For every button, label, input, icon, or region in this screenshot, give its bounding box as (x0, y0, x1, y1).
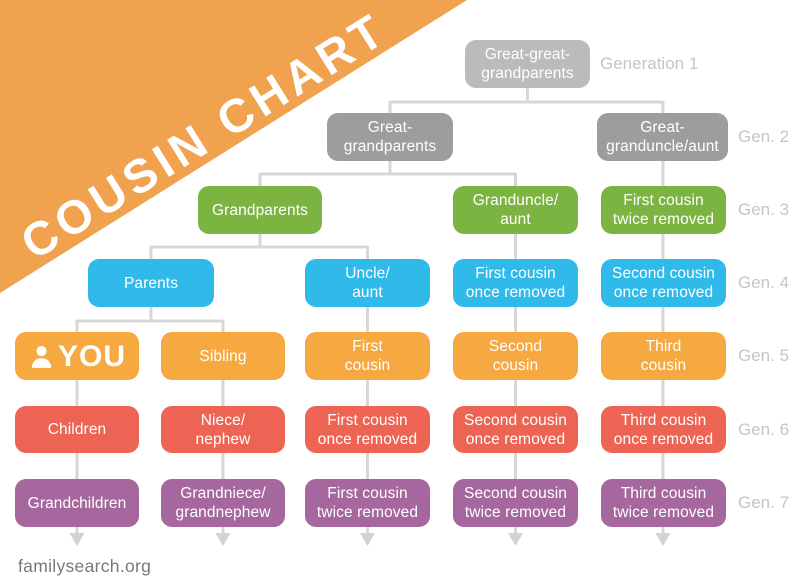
node-label: Grandchildren (27, 494, 127, 512)
node-label: once removed (613, 430, 714, 448)
node-sibling: Sibling (161, 332, 285, 380)
node-label: Second cousin (464, 411, 567, 429)
node-label: Second (488, 338, 543, 355)
node-first-cousin-once-removed: First cousin once removed (453, 259, 578, 307)
node-label: YOU (57, 339, 126, 373)
node-label: cousin (640, 357, 687, 374)
node-third-cousin-twice-removed: Third cousin twice removed (601, 479, 726, 527)
node-third-cousin: Third cousin (601, 332, 726, 380)
node-label: twice removed (612, 504, 715, 521)
node-uncle-aunt: Uncle/aunt (305, 259, 430, 307)
node-label: Third (645, 338, 682, 355)
node-first-cousin-twice-removed: First cousin twice removed (601, 186, 726, 234)
node-second-cousin: Second cousin (453, 332, 578, 380)
node-label: twice removed (612, 211, 715, 228)
node-label: once removed (317, 430, 418, 448)
node-label: Great- (367, 119, 413, 136)
node-label: Third cousin (620, 411, 707, 429)
node-third-cousin-once-removed: Third cousin once removed (601, 406, 726, 453)
generation-label: Gen. 6 (738, 420, 790, 439)
banner-triangle-shape (0, 0, 467, 293)
node-children: Children (15, 406, 139, 453)
node-label: nephew (195, 430, 251, 448)
node-label: First cousin (623, 192, 704, 209)
node-label: Uncle/ (345, 265, 390, 282)
node-label: once removed (465, 430, 566, 448)
node-niece-nephew: Niece/nephew (161, 406, 285, 453)
node-parents: Parents (88, 259, 214, 307)
down-arrow-icon (69, 533, 671, 546)
node-label: aunt (500, 211, 531, 228)
node-label: aunt (352, 284, 383, 301)
node-great-grandparents: Great-grandparents (327, 113, 453, 161)
node-label: twice removed (464, 504, 567, 521)
node-great-granduncle-aunt: Great-granduncle/aunt (597, 113, 728, 161)
generation-label: Gen. 2 (738, 127, 790, 146)
node-second-cousin-once-removed: Second cousin once removed (601, 259, 726, 307)
node-label: First cousin (475, 265, 556, 282)
node-great-great-grandparents: Great-great-grandparents (465, 40, 590, 88)
node-granduncle-aunt: Granduncle/aunt (453, 186, 578, 234)
node-first-cousin-twice-removed: First cousin twice removed (305, 479, 430, 527)
node-label: First (352, 338, 383, 355)
node-grandniece-grandnephew: Grandniece/grandnephew (161, 479, 285, 527)
node-label: once removed (465, 284, 566, 301)
node-second-cousin-twice-removed: Second cousin twice removed (453, 479, 578, 527)
node-label: Third cousin (620, 485, 707, 502)
node-label: Granduncle/ (472, 192, 559, 209)
node-label: grandnephew (175, 504, 271, 521)
generation-label: Gen. 4 (738, 273, 790, 292)
node-label: Great-great- (484, 46, 571, 63)
node-you: YOU (15, 332, 139, 380)
node-label: First cousin (327, 485, 408, 502)
node-label: granduncle/aunt (606, 138, 719, 155)
site-credit: familysearch.org (18, 556, 152, 576)
node-label: Grandniece/ (180, 485, 266, 502)
node-label: Great- (640, 119, 685, 136)
generation-label: Gen. 5 (738, 346, 790, 365)
node-label: Sibling (199, 347, 247, 365)
node-label: grandparents (481, 65, 574, 82)
node-label: Second cousin (464, 485, 567, 502)
node-label: twice removed (316, 504, 419, 521)
node-grandchildren: Grandchildren (15, 479, 139, 527)
banner-triangle (0, 0, 467, 293)
node-label: Second cousin (612, 265, 715, 282)
node-label: once removed (613, 284, 714, 301)
node-second-cousin-once-removed: Second cousin once removed (453, 406, 578, 453)
generation-label: Generation 1 (600, 54, 699, 73)
node-label: Children (47, 421, 107, 438)
node-label: Grandparents (212, 201, 308, 219)
generation-label: Gen. 3 (738, 200, 790, 219)
node-first-cousin: First cousin (305, 332, 430, 380)
node-first-cousin-once-removed: First cousin once removed (305, 406, 430, 453)
node-label: cousin (344, 357, 391, 374)
node-label: First cousin (327, 411, 408, 429)
node-label: cousin (492, 357, 539, 374)
node-grandparents: Grandparents (198, 186, 322, 234)
person-icon (31, 345, 52, 368)
node-label: grandparents (343, 138, 437, 155)
node-label: Niece/ (200, 411, 246, 429)
node-label: Parents (123, 274, 179, 292)
generation-label: Gen. 7 (738, 493, 790, 512)
